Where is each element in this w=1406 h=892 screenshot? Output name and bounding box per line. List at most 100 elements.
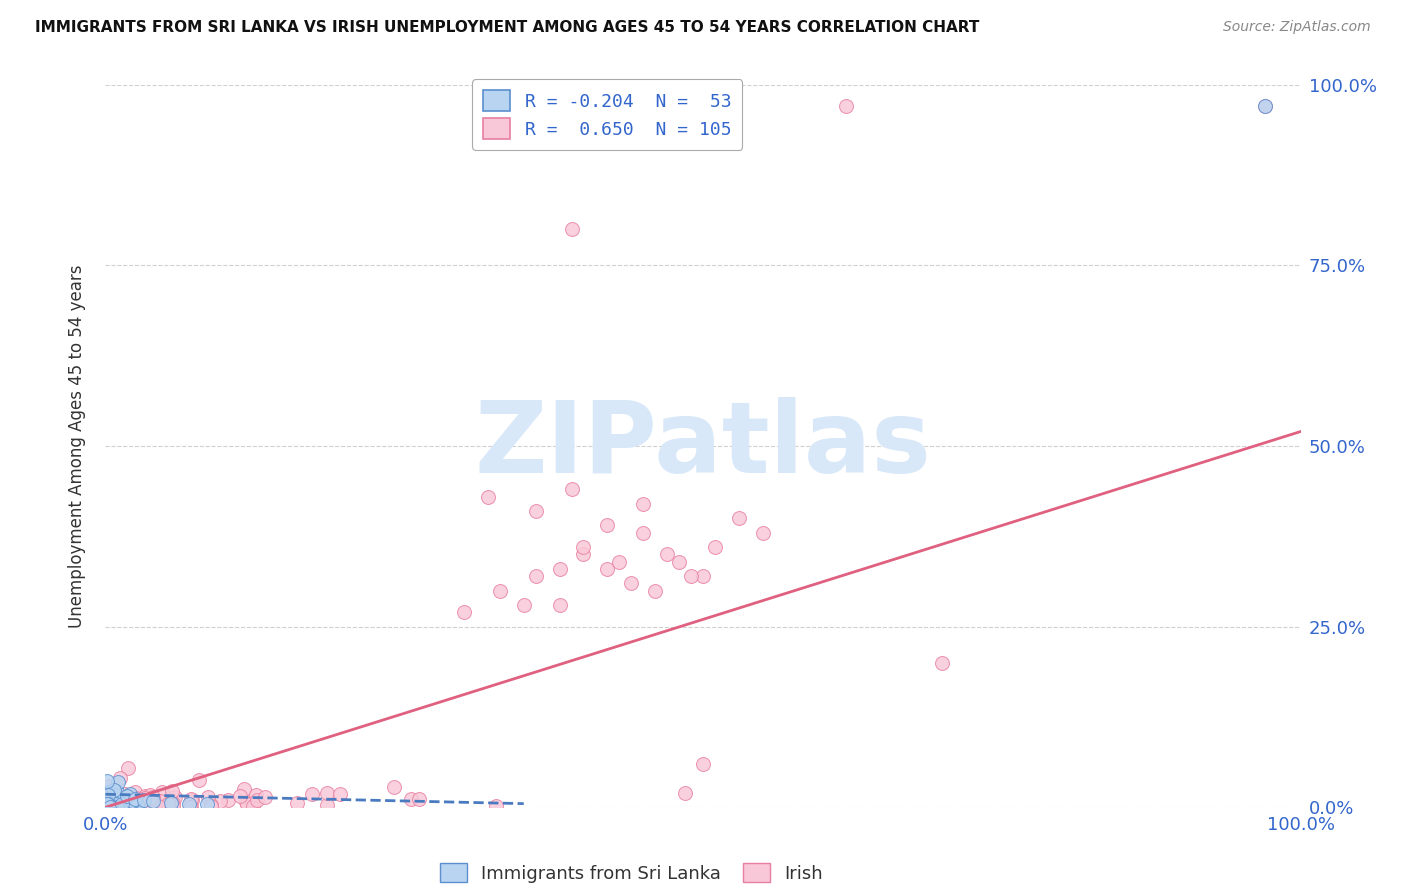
Point bbox=[97, 789, 120, 803]
Point bbox=[125, 798, 148, 813]
Point bbox=[114, 798, 136, 813]
Point bbox=[704, 540, 727, 554]
Point bbox=[136, 799, 159, 814]
Point bbox=[485, 798, 508, 813]
Point bbox=[200, 798, 222, 813]
Point bbox=[97, 797, 120, 812]
Point bbox=[96, 797, 118, 812]
Point bbox=[149, 794, 172, 808]
Point bbox=[548, 598, 571, 612]
Point bbox=[103, 791, 125, 805]
Point bbox=[673, 786, 696, 800]
Point bbox=[103, 797, 125, 811]
Point bbox=[1254, 99, 1277, 113]
Point bbox=[835, 99, 858, 113]
Point bbox=[108, 797, 131, 812]
Point bbox=[108, 771, 131, 785]
Point bbox=[101, 797, 124, 812]
Point bbox=[96, 799, 118, 814]
Point bbox=[103, 785, 125, 799]
Point bbox=[111, 797, 134, 812]
Point bbox=[180, 799, 202, 814]
Text: IMMIGRANTS FROM SRI LANKA VS IRISH UNEMPLOYMENT AMONG AGES 45 TO 54 YEARS CORREL: IMMIGRANTS FROM SRI LANKA VS IRISH UNEMP… bbox=[35, 20, 980, 35]
Point bbox=[692, 569, 714, 583]
Point bbox=[97, 785, 120, 799]
Point bbox=[107, 788, 129, 802]
Point bbox=[115, 789, 138, 804]
Point bbox=[107, 775, 129, 789]
Point bbox=[607, 555, 630, 569]
Point bbox=[489, 583, 512, 598]
Point bbox=[111, 797, 134, 811]
Point bbox=[100, 799, 122, 814]
Point bbox=[315, 786, 337, 800]
Point bbox=[572, 540, 595, 554]
Point bbox=[382, 780, 405, 794]
Point bbox=[572, 548, 595, 562]
Point bbox=[104, 785, 127, 799]
Point bbox=[117, 799, 139, 814]
Point bbox=[453, 605, 475, 619]
Point bbox=[101, 796, 124, 810]
Point bbox=[179, 799, 201, 814]
Point bbox=[105, 799, 128, 814]
Point bbox=[96, 773, 118, 788]
Point bbox=[285, 796, 308, 810]
Point bbox=[101, 797, 124, 811]
Point bbox=[96, 795, 118, 809]
Point bbox=[408, 792, 430, 806]
Point bbox=[132, 793, 155, 807]
Point bbox=[96, 796, 118, 810]
Point bbox=[187, 772, 209, 787]
Point bbox=[236, 797, 259, 812]
Point bbox=[160, 796, 183, 810]
Point bbox=[98, 779, 121, 793]
Point bbox=[329, 787, 352, 801]
Point bbox=[728, 511, 751, 525]
Point bbox=[97, 799, 120, 814]
Point bbox=[138, 792, 160, 806]
Point bbox=[111, 797, 134, 811]
Point bbox=[98, 793, 121, 807]
Point bbox=[524, 504, 547, 518]
Point bbox=[596, 562, 619, 576]
Point bbox=[156, 797, 179, 812]
Point bbox=[105, 785, 128, 799]
Point bbox=[115, 797, 138, 812]
Point bbox=[122, 799, 145, 814]
Point bbox=[124, 791, 146, 805]
Point bbox=[105, 797, 128, 812]
Point bbox=[152, 785, 174, 799]
Point bbox=[197, 789, 219, 804]
Point bbox=[165, 789, 187, 804]
Point bbox=[692, 756, 714, 771]
Point bbox=[513, 598, 536, 612]
Point bbox=[96, 797, 118, 812]
Point bbox=[181, 793, 204, 807]
Point bbox=[162, 798, 184, 813]
Point bbox=[156, 797, 179, 811]
Point bbox=[195, 797, 218, 812]
Point bbox=[668, 555, 690, 569]
Point bbox=[235, 795, 257, 809]
Point bbox=[118, 788, 141, 802]
Text: ZIPatlas: ZIPatlas bbox=[475, 398, 931, 494]
Point bbox=[180, 792, 202, 806]
Point bbox=[124, 799, 146, 814]
Point bbox=[1254, 99, 1277, 113]
Point bbox=[105, 794, 128, 808]
Point bbox=[633, 497, 655, 511]
Point bbox=[229, 789, 252, 803]
Point bbox=[162, 797, 184, 811]
Point bbox=[97, 799, 120, 814]
Point bbox=[633, 525, 655, 540]
Point bbox=[96, 797, 118, 811]
Point bbox=[246, 793, 269, 807]
Point bbox=[114, 790, 136, 805]
Text: Source: ZipAtlas.com: Source: ZipAtlas.com bbox=[1223, 20, 1371, 34]
Point bbox=[560, 483, 583, 497]
Point bbox=[114, 794, 136, 808]
Y-axis label: Unemployment Among Ages 45 to 54 years: Unemployment Among Ages 45 to 54 years bbox=[67, 264, 86, 628]
Point bbox=[124, 785, 146, 799]
Point bbox=[107, 799, 129, 814]
